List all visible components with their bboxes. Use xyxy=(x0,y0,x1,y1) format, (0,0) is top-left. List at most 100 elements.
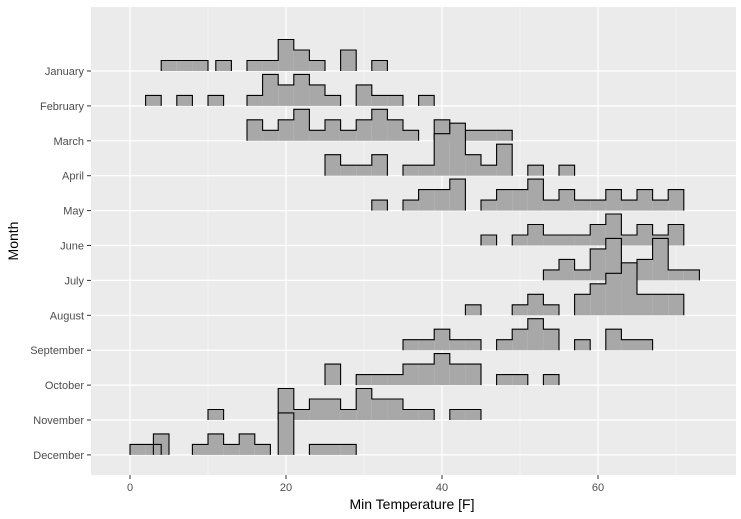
bar-march-45 xyxy=(481,130,497,141)
bar-july-61 xyxy=(605,238,622,281)
bar-january-17 xyxy=(262,60,279,71)
bar-december-10 xyxy=(208,433,224,455)
bar-november-37 xyxy=(418,409,435,420)
y-tick-label: August xyxy=(50,310,84,322)
bar-december-19 xyxy=(278,412,294,455)
bar-april-29 xyxy=(356,165,372,176)
bar-january-15 xyxy=(247,60,263,71)
bar-december-25 xyxy=(325,444,341,455)
bar-july-67 xyxy=(652,238,669,281)
bar-september-51 xyxy=(527,318,544,351)
bar-may-47 xyxy=(496,189,513,211)
ridge-august xyxy=(464,262,685,316)
ridge-outline-september xyxy=(402,318,654,351)
bar-may-31 xyxy=(371,200,388,211)
bar-may-45 xyxy=(481,200,497,211)
y-tick-label: June xyxy=(60,241,84,253)
bar-january-27 xyxy=(340,50,357,71)
bar-september-35 xyxy=(403,339,419,351)
bar-june-49 xyxy=(512,235,528,246)
bar-february-15 xyxy=(247,95,263,106)
bar-october-41 xyxy=(449,364,466,386)
bar-october-31 xyxy=(371,374,388,386)
bar-march-35 xyxy=(403,130,419,141)
bar-january-19 xyxy=(278,39,294,71)
bar-may-69 xyxy=(668,189,684,211)
bar-july-69 xyxy=(668,269,684,281)
bar-february-31 xyxy=(371,95,388,106)
bar-february-19 xyxy=(278,84,294,106)
bar-august-65 xyxy=(637,294,653,316)
bar-september-41 xyxy=(449,339,466,351)
bar-august-49 xyxy=(512,304,528,316)
x-axis-ticks: 0 20 40 60 xyxy=(127,475,604,494)
bar-june-69 xyxy=(668,224,684,246)
x-tick-label: 0 xyxy=(127,482,133,494)
bar-june-59 xyxy=(590,224,606,246)
bar-may-59 xyxy=(590,200,606,211)
bar-april-43 xyxy=(465,154,481,176)
bar-april-51 xyxy=(527,165,544,176)
bar-july-71 xyxy=(683,269,700,281)
bar-april-55 xyxy=(559,165,575,176)
bar-january-21 xyxy=(293,50,310,71)
bar-september-43 xyxy=(465,339,481,351)
ridge-outline-july xyxy=(542,237,700,281)
bar-june-55 xyxy=(559,235,575,246)
bar-december-23 xyxy=(309,444,325,455)
y-tick-label: September xyxy=(30,345,84,357)
bar-december-0 xyxy=(130,444,146,455)
bar-march-31 xyxy=(371,109,388,141)
bar-may-65 xyxy=(637,189,653,211)
bar-august-69 xyxy=(668,294,684,316)
bar-february-2 xyxy=(145,95,162,106)
bar-september-63 xyxy=(621,339,637,351)
bar-january-11 xyxy=(215,60,232,71)
ridge-november xyxy=(207,387,482,420)
ridge-outline-may xyxy=(371,178,685,211)
bar-august-51 xyxy=(527,294,544,316)
y-tick-label: November xyxy=(33,415,84,427)
x-tick-label: 40 xyxy=(436,482,448,494)
bar-november-23 xyxy=(309,399,325,420)
bar-february-17 xyxy=(262,74,279,106)
bar-june-51 xyxy=(527,224,544,246)
bar-october-49 xyxy=(512,374,528,386)
bar-april-47 xyxy=(496,144,513,176)
ridge-outline-june xyxy=(480,213,685,246)
bar-april-45 xyxy=(481,165,497,176)
bar-november-21 xyxy=(293,409,310,420)
bar-july-65 xyxy=(637,259,653,281)
bar-april-37 xyxy=(418,165,435,176)
bar-march-47 xyxy=(496,130,513,141)
ridge-outline-november xyxy=(207,387,482,420)
bar-february-23 xyxy=(309,84,325,106)
bar-november-35 xyxy=(403,409,419,420)
bar-april-27 xyxy=(340,165,357,176)
y-tick-label: January xyxy=(45,66,85,78)
ridge-october xyxy=(324,353,560,386)
bar-august-63 xyxy=(621,262,637,316)
bar-march-25 xyxy=(325,119,341,141)
y-axis-title: Month xyxy=(5,222,21,261)
ridge-january xyxy=(160,38,388,71)
bar-may-57 xyxy=(574,200,591,211)
bar-september-65 xyxy=(637,339,653,351)
bar-july-57 xyxy=(574,269,591,281)
y-axis-ticks: January February March April May June July Augu… xyxy=(30,66,91,462)
bar-march-29 xyxy=(356,119,372,141)
ridge-outline-august xyxy=(464,262,685,316)
bar-february-6 xyxy=(176,95,193,106)
bar-june-65 xyxy=(637,224,653,246)
bar-february-33 xyxy=(387,95,403,106)
bar-november-43 xyxy=(465,409,481,420)
bar-september-37 xyxy=(418,339,435,351)
ridge-may xyxy=(371,178,685,211)
bar-may-61 xyxy=(605,189,622,211)
bar-october-33 xyxy=(387,374,403,386)
bar-march-23 xyxy=(309,130,325,141)
bar-december-8 xyxy=(192,444,208,455)
bar-december-12 xyxy=(223,444,240,455)
bar-october-25 xyxy=(325,364,341,386)
